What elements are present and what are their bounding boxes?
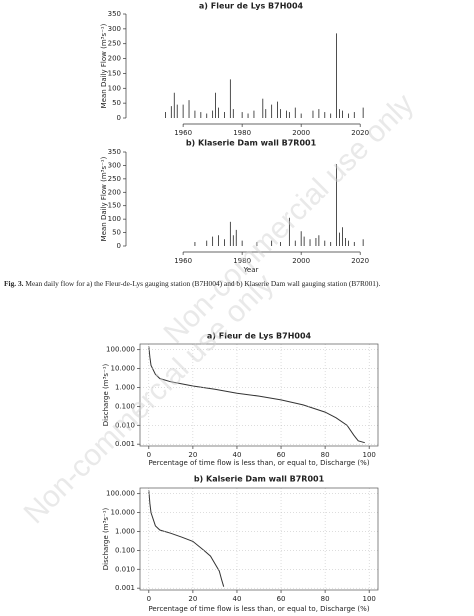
x-tick-label: 2000 (292, 257, 310, 265)
y-axis-label: Discharge (m³s⁻¹) (102, 507, 110, 570)
x-tick-label: 1960 (174, 129, 192, 137)
x-tick-label: 0 (147, 595, 151, 603)
y-tick-label: 150 (108, 202, 121, 210)
y-tick-label: 0.001 (115, 440, 135, 448)
x-tick-label: 40 (233, 451, 242, 459)
x-tick-label: 1980 (233, 257, 251, 265)
x-tick-label: 1960 (174, 257, 192, 265)
y-tick-label: 0.010 (115, 421, 135, 429)
y-tick-label: 100.000 (106, 346, 135, 354)
chart-title: b) Kalserie Dam wall B7R001 (194, 475, 325, 484)
x-tick-label: 60 (277, 451, 286, 459)
chart-title: a) Fleur de Lys B7H004 (199, 2, 304, 11)
y-tick-label: 0.001 (115, 584, 135, 592)
x-tick-label: 60 (277, 595, 286, 603)
caption-text: Mean daily flow for a) the Fleur-de-Lys … (25, 279, 381, 288)
duration-curve (148, 346, 365, 444)
y-axis-label: Mean Daily Flow (m³s⁻¹) (100, 156, 108, 241)
chart-title: b) Klaserie Dam wall B7R001 (186, 139, 317, 148)
y-tick-label: 10.000 (111, 509, 136, 517)
y-tick-label: 250 (108, 40, 121, 48)
caption-label: Fig. 3. (4, 279, 24, 288)
y-tick-label: 200 (108, 188, 121, 196)
plot-frame (139, 343, 379, 447)
y-tick-label: 0.100 (115, 546, 135, 554)
chart-title: a) Fleur de Lys B7H004 (207, 332, 312, 341)
y-tick-label: 300 (108, 161, 121, 169)
y-tick-label: 150 (108, 69, 121, 77)
y-tick-label: 100.000 (106, 490, 135, 498)
x-tick-label: 40 (233, 595, 242, 603)
y-tick-label: 300 (108, 25, 121, 33)
x-tick-label: 2000 (292, 129, 310, 137)
y-tick-label: 50 (112, 99, 121, 107)
y-tick-label: 1.000 (115, 527, 135, 535)
x-tick-label: 1980 (233, 129, 251, 137)
x-tick-label: 100 (362, 451, 375, 459)
y-tick-label: 10.000 (111, 365, 136, 373)
x-tick-label: 80 (321, 451, 330, 459)
duration-curve (148, 490, 225, 587)
y-tick-label: 250 (108, 175, 121, 183)
y-tick-label: 0.010 (115, 565, 135, 573)
x-tick-label: 100 (362, 595, 375, 603)
x-tick-label: 20 (188, 595, 197, 603)
y-axis-label: Mean Daily Flow (m³s⁻¹) (100, 23, 108, 108)
x-axis-label: Percentage of time flow is less than, or… (148, 605, 369, 613)
y-tick-label: 350 (108, 10, 121, 18)
y-tick-label: 350 (108, 148, 121, 156)
y-tick-label: 100 (108, 215, 121, 223)
x-tick-label: 20 (188, 451, 197, 459)
y-tick-label: 1.000 (115, 383, 135, 391)
caption: Fig. 3. Mean daily flow for a) the Fleur… (4, 279, 470, 288)
x-axis-label: Year (243, 266, 259, 274)
x-tick-label: 2020 (351, 129, 369, 137)
plot-frame (139, 487, 379, 591)
x-tick-label: 80 (321, 595, 330, 603)
y-tick-label: 0 (117, 242, 121, 250)
y-tick-label: 50 (112, 229, 121, 237)
x-axis-label: Percentage of time flow is less than, or… (148, 459, 369, 467)
x-tick-label: 2020 (351, 257, 369, 265)
y-tick-label: 100 (108, 84, 121, 92)
watermark: Non-commercial use only (158, 88, 421, 351)
y-tick-label: 0.100 (115, 402, 135, 410)
y-axis-label: Discharge (m³s⁻¹) (102, 363, 110, 426)
x-tick-label: 0 (147, 451, 151, 459)
y-tick-label: 200 (108, 55, 121, 63)
y-tick-label: 0 (117, 114, 121, 122)
